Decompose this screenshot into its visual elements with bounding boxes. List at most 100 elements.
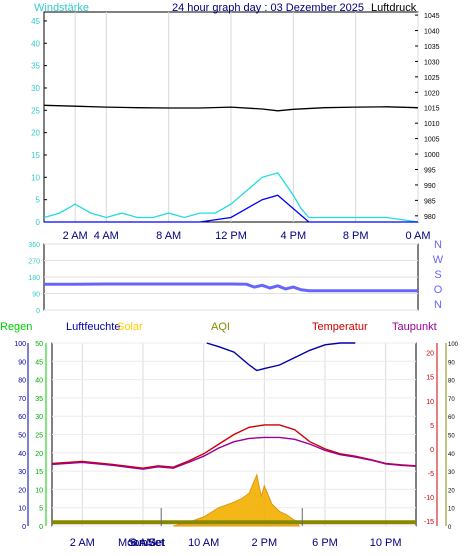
compass-label: N (434, 299, 442, 311)
humidity-y-tick: 90 (18, 359, 26, 366)
pressure-y-tick: 980 (424, 214, 436, 221)
pressure-y-tick: 995 (424, 168, 436, 175)
legend-item: Temperatur (312, 321, 368, 333)
temperature-y-tick: 5 (430, 423, 434, 430)
compass-label: N (434, 239, 442, 251)
weather-series (51, 342, 417, 527)
pressure-y-tick: 1005 (424, 137, 440, 144)
pressure-y-tick: 1040 (424, 29, 440, 36)
rain-y-tick: 40 (35, 378, 43, 385)
wind-series (43, 104, 419, 223)
wind-series-line (43, 172, 419, 223)
pressure-y-tick: 1045 (424, 13, 440, 20)
direction-y-tick-labels: 0 90 180 270 360 (28, 242, 40, 315)
compass-label: W (433, 254, 444, 266)
wind-y-tick: 5 (36, 196, 41, 205)
weather-x-tick: 2 AM (70, 537, 95, 549)
wind-x-tick: 4 AM (94, 230, 119, 242)
rain-y-tick: 30 (35, 414, 43, 421)
rain-y-tick: 0 (39, 524, 43, 531)
legend-item: AQI (211, 321, 230, 333)
rain-y-tick: 45 (35, 359, 43, 366)
pressure-axis-label: Luftdruck (371, 2, 417, 14)
wind-x-tick: 8 AM (156, 230, 181, 242)
sun-set-label: SunSet (128, 537, 164, 549)
humidity-y-tick: 0 (22, 524, 26, 531)
solar-y-tick: 30 (448, 470, 455, 476)
temperature-y-tick: -10 (424, 495, 434, 502)
wind-series-line (44, 194, 418, 223)
wind-x-tick: 4 PM (280, 230, 306, 242)
solar-y-tick: 20 (448, 488, 455, 494)
rain-y-tick: 25 (35, 433, 43, 440)
solar-y-tick: 40 (448, 452, 455, 458)
temperature-y-tick: -15 (424, 519, 434, 526)
rain-y-tick: 20 (35, 451, 43, 458)
wind-y-tick: 40 (31, 39, 40, 48)
pressure-y-tick: 1025 (424, 75, 440, 82)
direction-y-tick: 90 (32, 292, 40, 299)
wind-y-tick-labels: 0 5 10 15 20 25 30 35 40 45 (31, 17, 40, 227)
humidity-y-tick: 50 (18, 433, 26, 440)
wind-y-tick: 15 (31, 151, 40, 160)
weather-series-line (206, 342, 356, 372)
pressure-y-tick: 1035 (424, 44, 440, 51)
pressure-y-tick: 1020 (424, 90, 440, 97)
rain-y-tick: 15 (35, 469, 43, 476)
legend-item: Regen (0, 321, 32, 333)
weather-x-tick: 2 PM (251, 537, 277, 549)
direction-y-tick: 360 (28, 242, 40, 249)
humidity-y-tick: 30 (18, 469, 26, 476)
solar-area (173, 473, 301, 527)
compass-label: O (434, 284, 443, 296)
rain-y-tick: 35 (35, 396, 43, 403)
direction-series (44, 282, 418, 293)
weather-x-tick: 6 PM (312, 537, 338, 549)
pressure-y-tick: 1030 (424, 59, 440, 66)
weather-axes: 0102030405060708090100051015202530354045… (14, 341, 458, 531)
wind-grid (44, 12, 419, 223)
moon-set-label: Moon Set (118, 537, 165, 549)
solar-y-tick: 80 (448, 379, 455, 385)
weather-x-tick: 10 AM (188, 537, 219, 549)
pressure-y-tick: 1000 (424, 152, 440, 159)
solar-y-tick: 90 (448, 360, 455, 366)
weather-series-line (51, 436, 417, 470)
direction-series-line (44, 282, 418, 293)
wind-y-tick: 0 (36, 218, 41, 227)
weather-x-tick-labels: 2 AM 6 AM 10 AM 2 PM 6 PM 10 PM (70, 537, 402, 549)
humidity-y-tick: 70 (18, 396, 26, 403)
wind-y-tick: 35 (31, 62, 40, 71)
wind-x-tick-labels: 2 AM 4 AM 8 AM 12 PM 4 PM 8 PM 0 AM (63, 230, 431, 242)
rain-y-tick: 5 (39, 506, 43, 513)
legend-item: Luftfeuchte (66, 321, 120, 333)
pressure-y-tick: 1015 (424, 106, 440, 113)
graph-title: 24 hour graph day : 03 Dezember 2025 (172, 2, 364, 14)
direction-y-tick: 180 (28, 275, 40, 282)
pressure-y-tick: 990 (424, 183, 436, 190)
solar-y-tick: 70 (448, 397, 455, 403)
wind-x-tick: 12 PM (215, 230, 247, 242)
weather-x-tick: 10 PM (370, 537, 402, 549)
solar-y-tick: 100 (448, 342, 459, 348)
temperature-y-tick: 15 (426, 375, 434, 382)
wind-axis-label: Windstärke (34, 2, 89, 14)
wind-y-tick: 30 (31, 84, 40, 93)
pressure-y-tick-labels: 980 985 990 995 1000 1005 1010 1015 1020 1025 1030… (424, 13, 440, 221)
humidity-y-tick: 60 (18, 414, 26, 421)
solar-y-tick: 60 (448, 415, 455, 421)
temperature-y-tick: 20 (426, 351, 434, 358)
wind-x-tick: 2 AM (63, 230, 88, 242)
rain-y-tick: 50 (35, 341, 43, 348)
direction-grid (44, 243, 418, 311)
wind-y-tick: 10 (31, 173, 40, 182)
temperature-y-tick: 10 (426, 399, 434, 406)
humidity-y-tick: 100 (14, 341, 26, 348)
humidity-y-tick: 20 (18, 487, 26, 494)
legend-item: Solar (117, 321, 143, 333)
temperature-y-tick: -5 (428, 471, 434, 478)
humidity-y-tick: 80 (18, 378, 26, 385)
